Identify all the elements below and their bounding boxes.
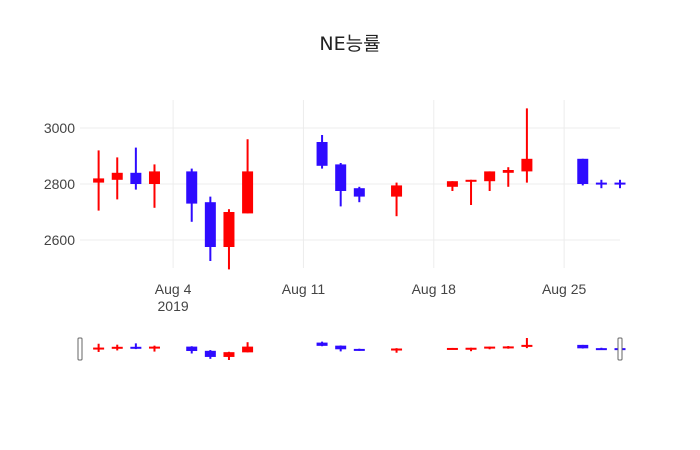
slider-candle (316, 341, 328, 347)
slider-candle (242, 342, 254, 353)
candle (148, 164, 160, 208)
candle (391, 182, 403, 217)
slider-candle-body (335, 345, 347, 350)
slider-candle-body (148, 346, 160, 349)
range-slider[interactable] (77, 337, 626, 361)
slider-candle-body (465, 347, 477, 350)
range-slider-right-handle[interactable] (617, 337, 623, 361)
slider-candle-body (595, 348, 607, 351)
candle-body (242, 171, 254, 214)
x-tick-label: Aug 11 (282, 281, 326, 297)
candle-body (484, 171, 496, 182)
slider-candle (465, 347, 477, 352)
candle-body (521, 158, 533, 172)
candle-body (223, 212, 235, 247)
slider-candle-body (186, 346, 198, 352)
slider-candle-body (521, 344, 533, 347)
slider-candle-body (223, 352, 235, 357)
slider-candle-body (111, 346, 123, 349)
y-axis: 2600 2800 3000 (44, 120, 75, 248)
slider-candle-body (353, 348, 365, 351)
candle (595, 179, 607, 189)
candle-body (130, 172, 142, 184)
main-plot (93, 108, 626, 270)
candle-body (316, 142, 328, 166)
candle (484, 171, 496, 191)
candle (93, 150, 105, 211)
x-tick-sublabel: 2019 (158, 298, 189, 314)
slider-candle (204, 350, 216, 359)
candle (465, 179, 477, 205)
chart-title: NE능률 (319, 33, 380, 55)
candle-body (502, 170, 514, 173)
candle (614, 179, 626, 189)
range-slider-left-handle[interactable] (77, 337, 83, 361)
candle (130, 147, 142, 190)
slider-candle-body (204, 350, 216, 357)
slider-candle-body (130, 346, 142, 349)
candle-body (391, 185, 403, 197)
slider-candle (502, 346, 514, 349)
slider-candle (93, 343, 105, 352)
candle (242, 139, 254, 214)
slider-candle (484, 346, 496, 350)
slider-candle (446, 347, 458, 350)
candle (353, 186, 365, 203)
slider-candle-body (316, 342, 328, 346)
candle (204, 196, 216, 261)
slider-candle-body (502, 346, 514, 349)
candle (521, 108, 533, 183)
y-tick-label: 3000 (44, 120, 75, 136)
slider-candle (111, 344, 123, 351)
candle-body (465, 179, 477, 182)
candle-body (353, 188, 365, 197)
candle (111, 157, 123, 200)
slider-candle (335, 345, 347, 352)
slider-candle-body (93, 347, 105, 350)
slider-candle (148, 345, 160, 352)
candle-body (148, 171, 160, 184)
candle-body (186, 171, 198, 204)
candle-body (577, 158, 589, 184)
slider-candle (130, 343, 142, 350)
candle (577, 158, 589, 186)
candle (186, 168, 198, 222)
candle-body (614, 182, 626, 185)
slider-candle (186, 346, 198, 354)
candle (335, 163, 347, 207)
slider-candle (353, 348, 365, 351)
x-tick-label: Aug 25 (542, 281, 587, 297)
candle-body (595, 182, 607, 185)
candle-body (204, 202, 216, 247)
grid (80, 100, 620, 268)
candle-body (93, 178, 105, 183)
slider-candle-body (242, 346, 254, 353)
slider-candle (595, 347, 607, 351)
candle (223, 209, 235, 270)
x-tick-label: Aug 4 (155, 281, 192, 297)
slider-candle (521, 338, 533, 349)
x-tick-label: Aug 18 (412, 281, 457, 297)
candle (502, 167, 514, 187)
slider-candle-body (484, 346, 496, 349)
slider-candle (223, 351, 235, 360)
candle (446, 181, 458, 191)
slider-candle-body (446, 347, 458, 350)
y-tick-label: 2600 (44, 232, 75, 248)
slider-candle (391, 348, 403, 353)
candle-body (111, 172, 123, 180)
candle-body (446, 181, 458, 187)
slider-candle (577, 344, 589, 349)
slider-candle-body (577, 344, 589, 349)
slider-candle-body (391, 348, 403, 351)
candle-body (335, 164, 347, 191)
y-tick-label: 2800 (44, 176, 75, 192)
candle (316, 135, 328, 169)
